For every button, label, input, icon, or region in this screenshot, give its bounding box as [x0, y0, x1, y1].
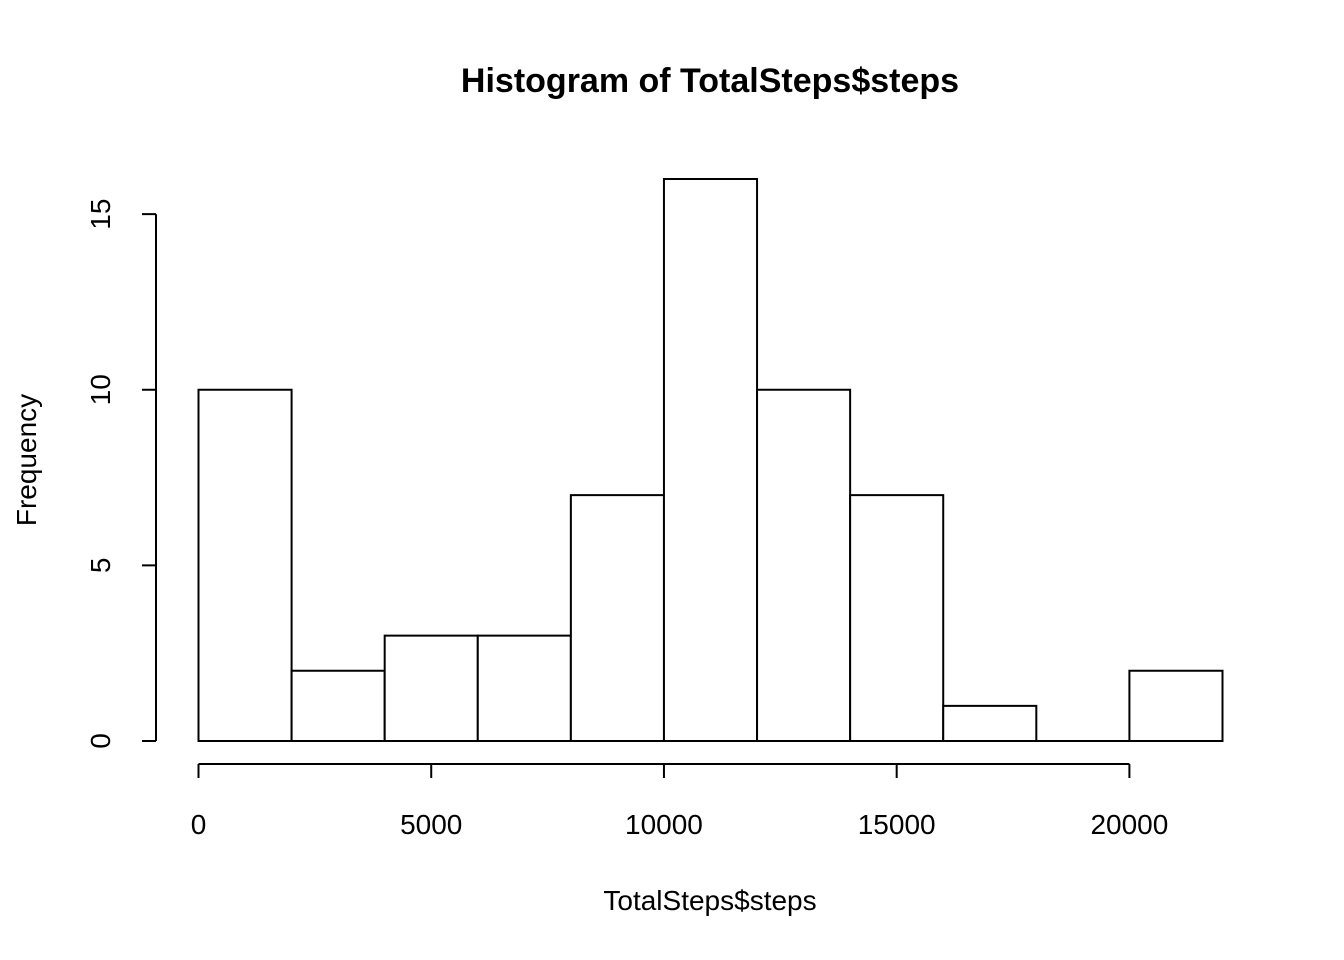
bar-8 — [942, 704, 1038, 742]
bars-group — [197, 178, 1224, 742]
bar-6 — [756, 388, 852, 742]
x-tick-label-1: 5000 — [400, 809, 462, 840]
x-tick-label-0: 0 — [191, 809, 207, 840]
x-tick-label-4: 20000 — [1090, 809, 1168, 840]
bar-3 — [476, 634, 572, 742]
x-tick-label-3: 15000 — [858, 809, 936, 840]
bar-7 — [849, 494, 945, 742]
y-tick-label-0: 0 — [85, 733, 116, 749]
bar-5 — [662, 178, 759, 742]
x-axis-label: TotalSteps$steps — [603, 885, 816, 916]
bar-2 — [383, 634, 479, 742]
bar-4 — [569, 494, 665, 742]
bar-1 — [290, 669, 386, 742]
chart-title: Histogram of TotalSteps$steps — [461, 62, 959, 100]
x-tick-label-2: 10000 — [625, 809, 703, 840]
y-axis-label: Frequency — [11, 394, 42, 526]
y-tick-label-2: 10 — [85, 374, 116, 405]
x-axis: 0 5000 10000 15000 20000 — [191, 763, 1168, 840]
y-tick-label-3: 15 — [85, 199, 116, 230]
bar-10 — [1128, 669, 1224, 742]
y-tick-label-1: 5 — [85, 558, 116, 574]
y-axis: 0 5 10 15 — [85, 199, 157, 749]
bar-0 — [197, 388, 293, 742]
